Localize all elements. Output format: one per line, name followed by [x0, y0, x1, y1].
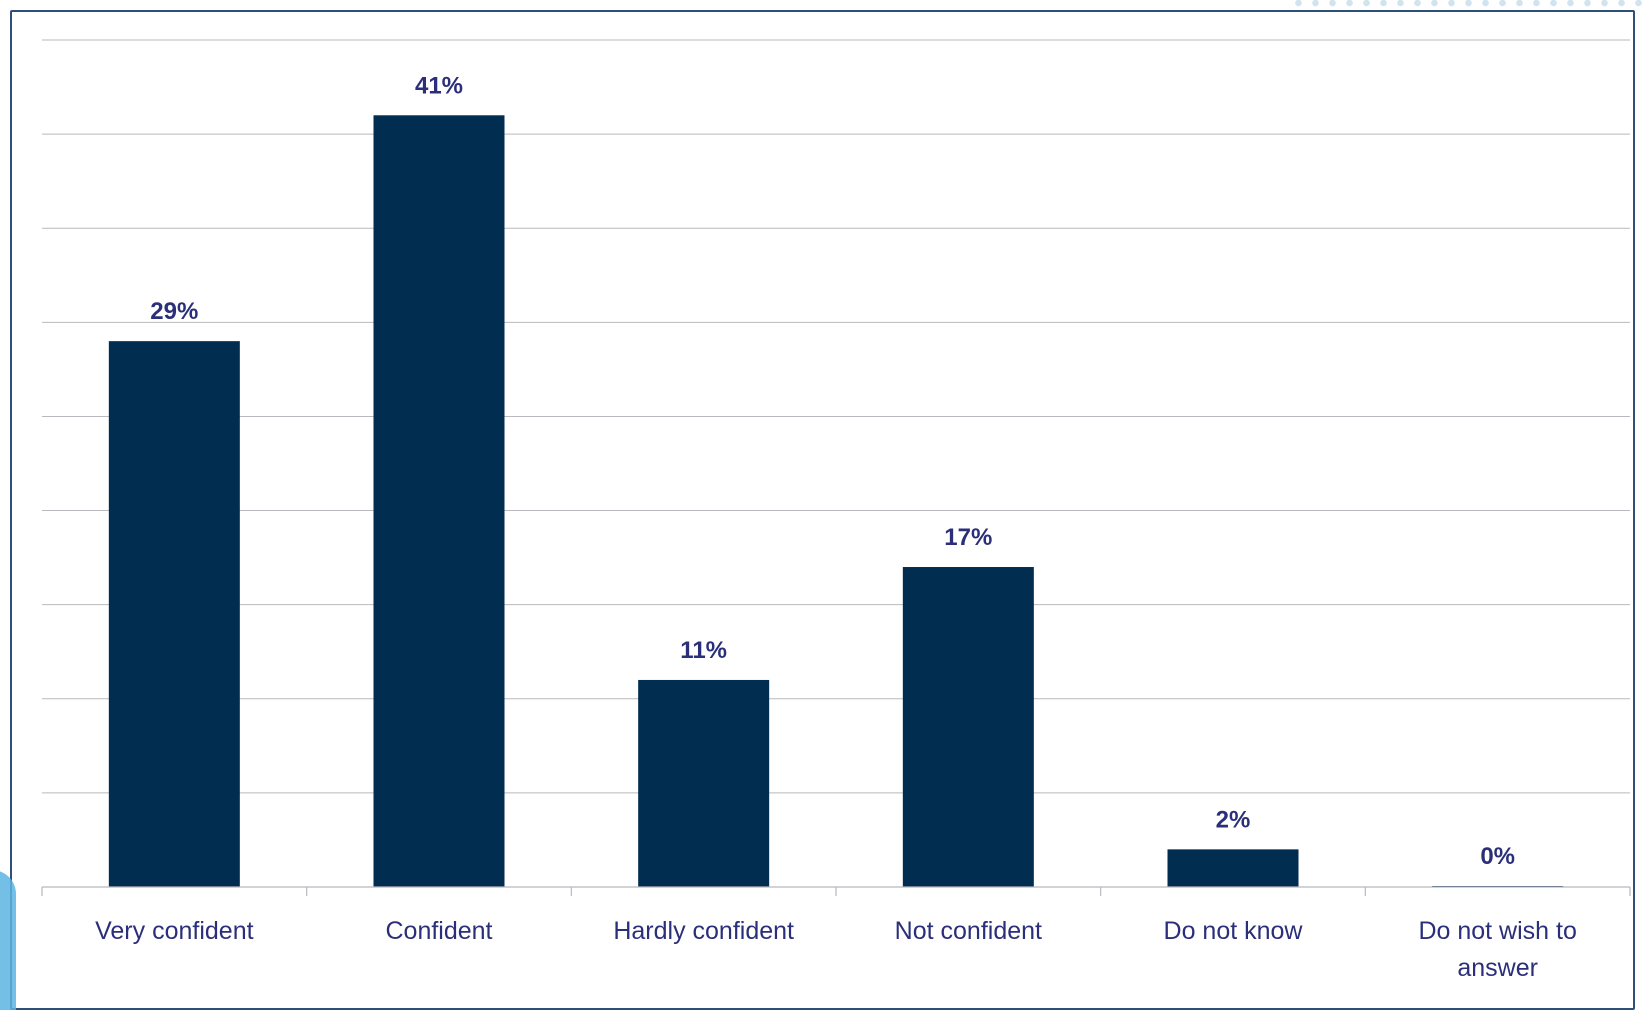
category-labels: Very confident Confident Hardly confident N… — [95, 917, 1577, 982]
category-label-0: Very confident — [95, 917, 253, 945]
data-label-1: 41% — [415, 72, 463, 99]
bar-3 — [902, 567, 1034, 887]
data-label-5: 0% — [1480, 843, 1515, 870]
category-label-1: Confident — [385, 917, 492, 945]
bar-4 — [1167, 849, 1299, 887]
decorative-swoosh — [0, 870, 16, 1010]
x-axis — [41, 886, 1631, 896]
chart-frame — [10, 10, 1635, 1010]
category-label-4: Do not know — [1164, 917, 1304, 945]
category-label-2: Hardly confident — [613, 917, 794, 945]
data-label-2: 11% — [680, 637, 727, 664]
bar-2 — [638, 679, 770, 887]
bar-1 — [373, 115, 505, 888]
data-labels: 29% 41% 11% 17% 2% 0% — [150, 72, 1515, 870]
category-label-5: Do not wish to answer — [1418, 917, 1576, 982]
data-label-4: 2% — [1216, 806, 1251, 833]
bar-0 — [108, 341, 240, 888]
data-label-0: 29% — [150, 298, 198, 325]
gridlines — [42, 39, 1630, 794]
decorative-dots — [1290, 0, 1648, 10]
data-label-3: 17% — [944, 524, 992, 551]
bars — [108, 115, 1564, 888]
category-label-3: Not confident — [895, 917, 1042, 945]
